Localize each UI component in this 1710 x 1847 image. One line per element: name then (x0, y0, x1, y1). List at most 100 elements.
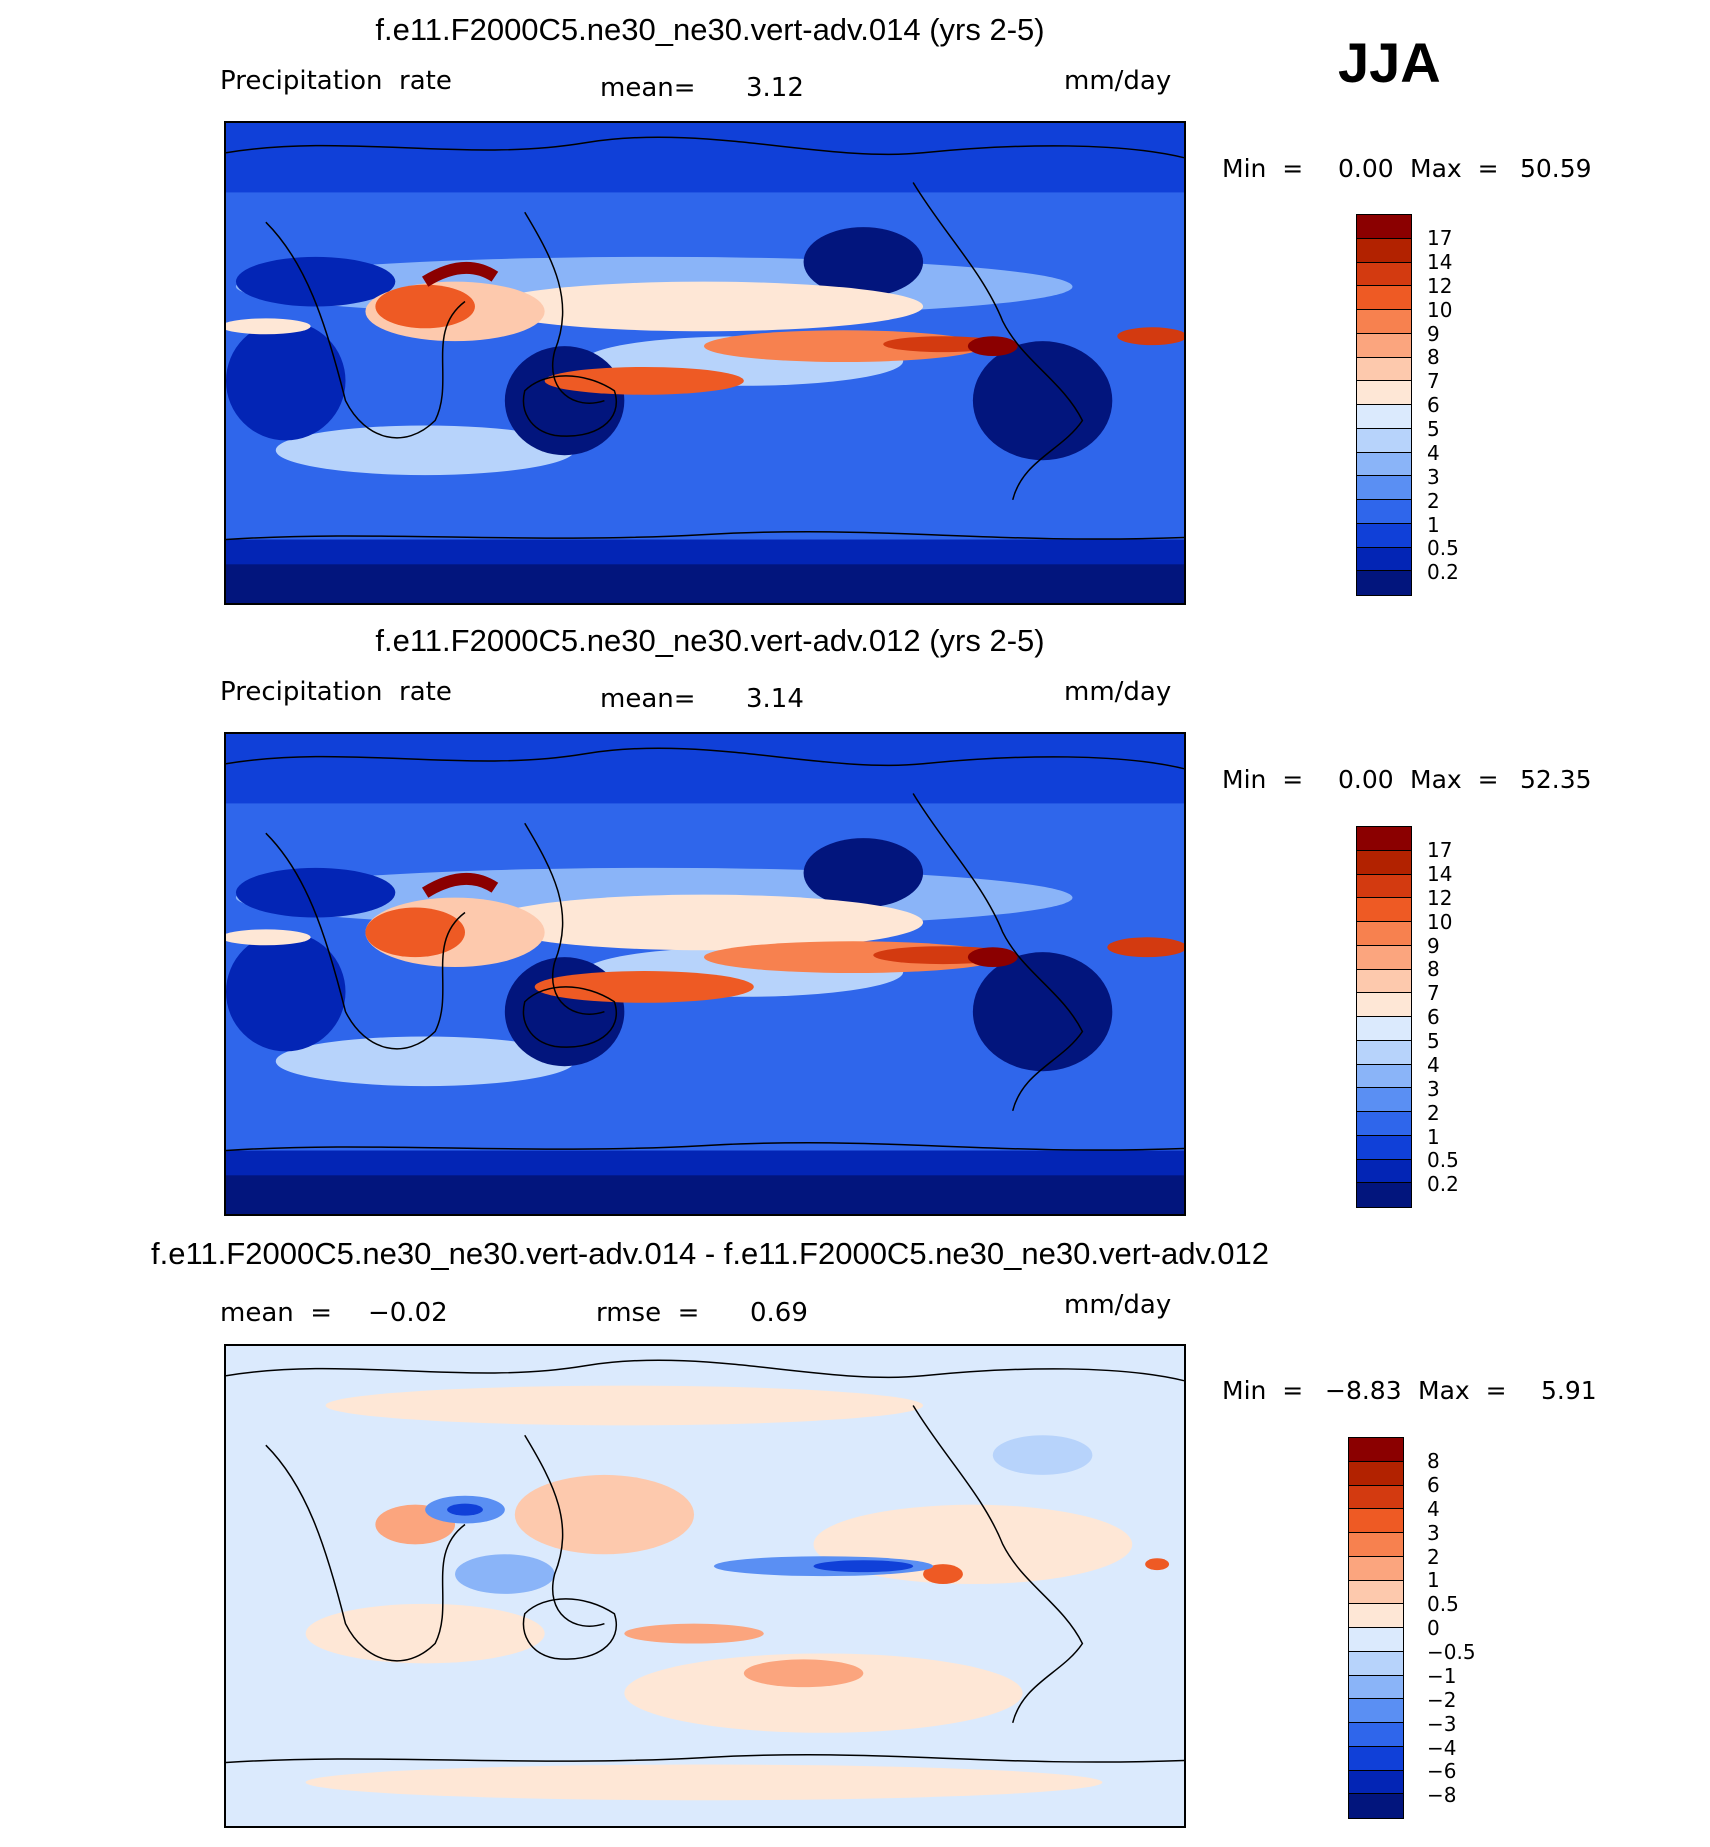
colorbar-swatch (1349, 1533, 1403, 1557)
colorbar-swatch (1349, 1770, 1403, 1795)
colorbar-swatch (1357, 1064, 1411, 1089)
colorbar-swatch (1349, 1628, 1403, 1652)
colorbar-tick: 5 (1427, 417, 1440, 441)
precip-map (224, 732, 1186, 1216)
colorbar-tick: 10 (1427, 909, 1453, 934)
colorbar-swatch (1349, 1438, 1403, 1462)
colorbar-swatch (1357, 827, 1411, 851)
colorbar-tick: 8 (1427, 345, 1440, 370)
colorbar-tick: 4 (1427, 1496, 1440, 1521)
max-value: 50.59 (1520, 154, 1592, 183)
map-canvas (226, 123, 1184, 603)
colorbar-tick: 0.5 (1427, 1148, 1459, 1173)
colorbar-swatch (1357, 1112, 1411, 1136)
max-label: Max = (1418, 1376, 1507, 1405)
colorbar-swatch (1357, 452, 1411, 477)
colorbar-tick: 8 (1427, 1449, 1440, 1473)
rmse-label: rmse = (596, 1298, 700, 1328)
colorbar-swatch (1357, 993, 1411, 1017)
colorbar-tick: 9 (1427, 933, 1440, 958)
colorbar-tick: 6 (1427, 1472, 1440, 1497)
mean-value: 3.12 (746, 73, 804, 103)
map-canvas (226, 1346, 1184, 1826)
colorbar-tick: 7 (1427, 369, 1440, 394)
colorbar-swatch (1357, 215, 1411, 239)
colorbar-swatch (1357, 1135, 1411, 1160)
precip-map (224, 121, 1186, 605)
colorbar-tick: −8 (1427, 1783, 1457, 1808)
min-label: Min = (1222, 765, 1304, 794)
colorbar-tick: 7 (1427, 981, 1440, 1006)
colorbar-tick: 4 (1427, 1052, 1440, 1077)
colorbar-tick: 2 (1427, 488, 1440, 513)
colorbar-tick: 17 (1427, 838, 1453, 862)
colorbar-tick: 0.5 (1427, 536, 1459, 561)
colorbar-swatch (1349, 1675, 1403, 1700)
colorbar-tick: 3 (1427, 1520, 1440, 1545)
mean-label: mean= (600, 73, 696, 103)
colorbar-tick: −4 (1427, 1735, 1457, 1760)
colorbar-tick: 1 (1427, 512, 1440, 537)
colorbar-swatch (1349, 1699, 1403, 1723)
colorbar-tick: −2 (1427, 1687, 1457, 1712)
max-value: 52.35 (1520, 765, 1592, 794)
colorbar-swatch (1349, 1651, 1403, 1676)
colorbar-swatch (1357, 476, 1411, 500)
colorbar-tick: 12 (1427, 885, 1453, 910)
colorbar-tick: 12 (1427, 273, 1453, 298)
colorbar-tick: 0.2 (1427, 560, 1459, 585)
colorbar-swatch (1349, 1580, 1403, 1605)
units-label: mm/day (1064, 677, 1172, 707)
colorbar-tick: 14 (1427, 861, 1453, 886)
colorbar-swatch (1357, 1159, 1411, 1184)
colorbar-tick: 4 (1427, 440, 1440, 465)
panel-title: f.e11.F2000C5.ne30_ne30.vert-adv.014 (yr… (375, 12, 1045, 47)
min-label: Min = (1222, 1376, 1304, 1405)
colorbar-swatch (1357, 1088, 1411, 1112)
colorbar-swatch (1357, 547, 1411, 572)
colorbar-swatch (1357, 381, 1411, 405)
colorbar-swatch (1357, 1040, 1411, 1065)
colorbar-swatch (1357, 262, 1411, 287)
colorbar-tick: 0 (1427, 1616, 1440, 1641)
colorbar-swatch (1357, 310, 1411, 334)
panel-title: f.e11.F2000C5.ne30_ne30.vert-adv.012 (yr… (375, 623, 1045, 658)
units-label: mm/day (1064, 1290, 1172, 1320)
field-label: Precipitation rate (220, 677, 452, 707)
colorbar-tick: 3 (1427, 1076, 1440, 1101)
colorbar-swatch (1357, 405, 1411, 429)
colorbar-swatch (1357, 428, 1411, 453)
min-value: 0.00 (1338, 154, 1394, 183)
colorbar-tick: 1 (1427, 1124, 1440, 1149)
max-label: Max = (1410, 154, 1499, 183)
min-value: −8.83 (1325, 1376, 1402, 1405)
colorbar-tick: 3 (1427, 464, 1440, 489)
colorbar-swatch (1357, 850, 1411, 875)
min-label: Min = (1222, 154, 1304, 183)
colorbar-swatch (1357, 286, 1411, 310)
difference-map (224, 1344, 1186, 1828)
colorbar-tick: 17 (1427, 226, 1453, 250)
colorbar-tick: 2 (1427, 1100, 1440, 1125)
colorbar-tick: 2 (1427, 1544, 1440, 1569)
map-canvas (226, 734, 1184, 1214)
max-value: 5.91 (1541, 1376, 1597, 1405)
colorbar-tick: 10 (1427, 297, 1453, 322)
panel-title: f.e11.F2000C5.ne30_ne30.vert-adv.014 - f… (151, 1236, 1269, 1271)
colorbar-tick: 6 (1427, 393, 1440, 418)
colorbar-swatch (1349, 1746, 1403, 1771)
colorbar-swatch (1357, 874, 1411, 899)
colorbar-tick: 1 (1427, 1568, 1440, 1593)
colorbar-swatch (1357, 357, 1411, 382)
mean-label: mean= (600, 684, 696, 714)
colorbar-swatch (1349, 1556, 1403, 1581)
colorbar-swatch (1357, 969, 1411, 994)
colorbar (1348, 1437, 1404, 1819)
min-value: 0.00 (1338, 765, 1394, 794)
colorbar-swatch (1349, 1604, 1403, 1628)
mean-value: 3.14 (746, 684, 804, 714)
colorbar-swatch (1349, 1509, 1403, 1533)
mean-label: mean = (220, 1298, 333, 1328)
colorbar-tick: −6 (1427, 1759, 1457, 1784)
colorbar-tick: −0.5 (1427, 1640, 1476, 1664)
